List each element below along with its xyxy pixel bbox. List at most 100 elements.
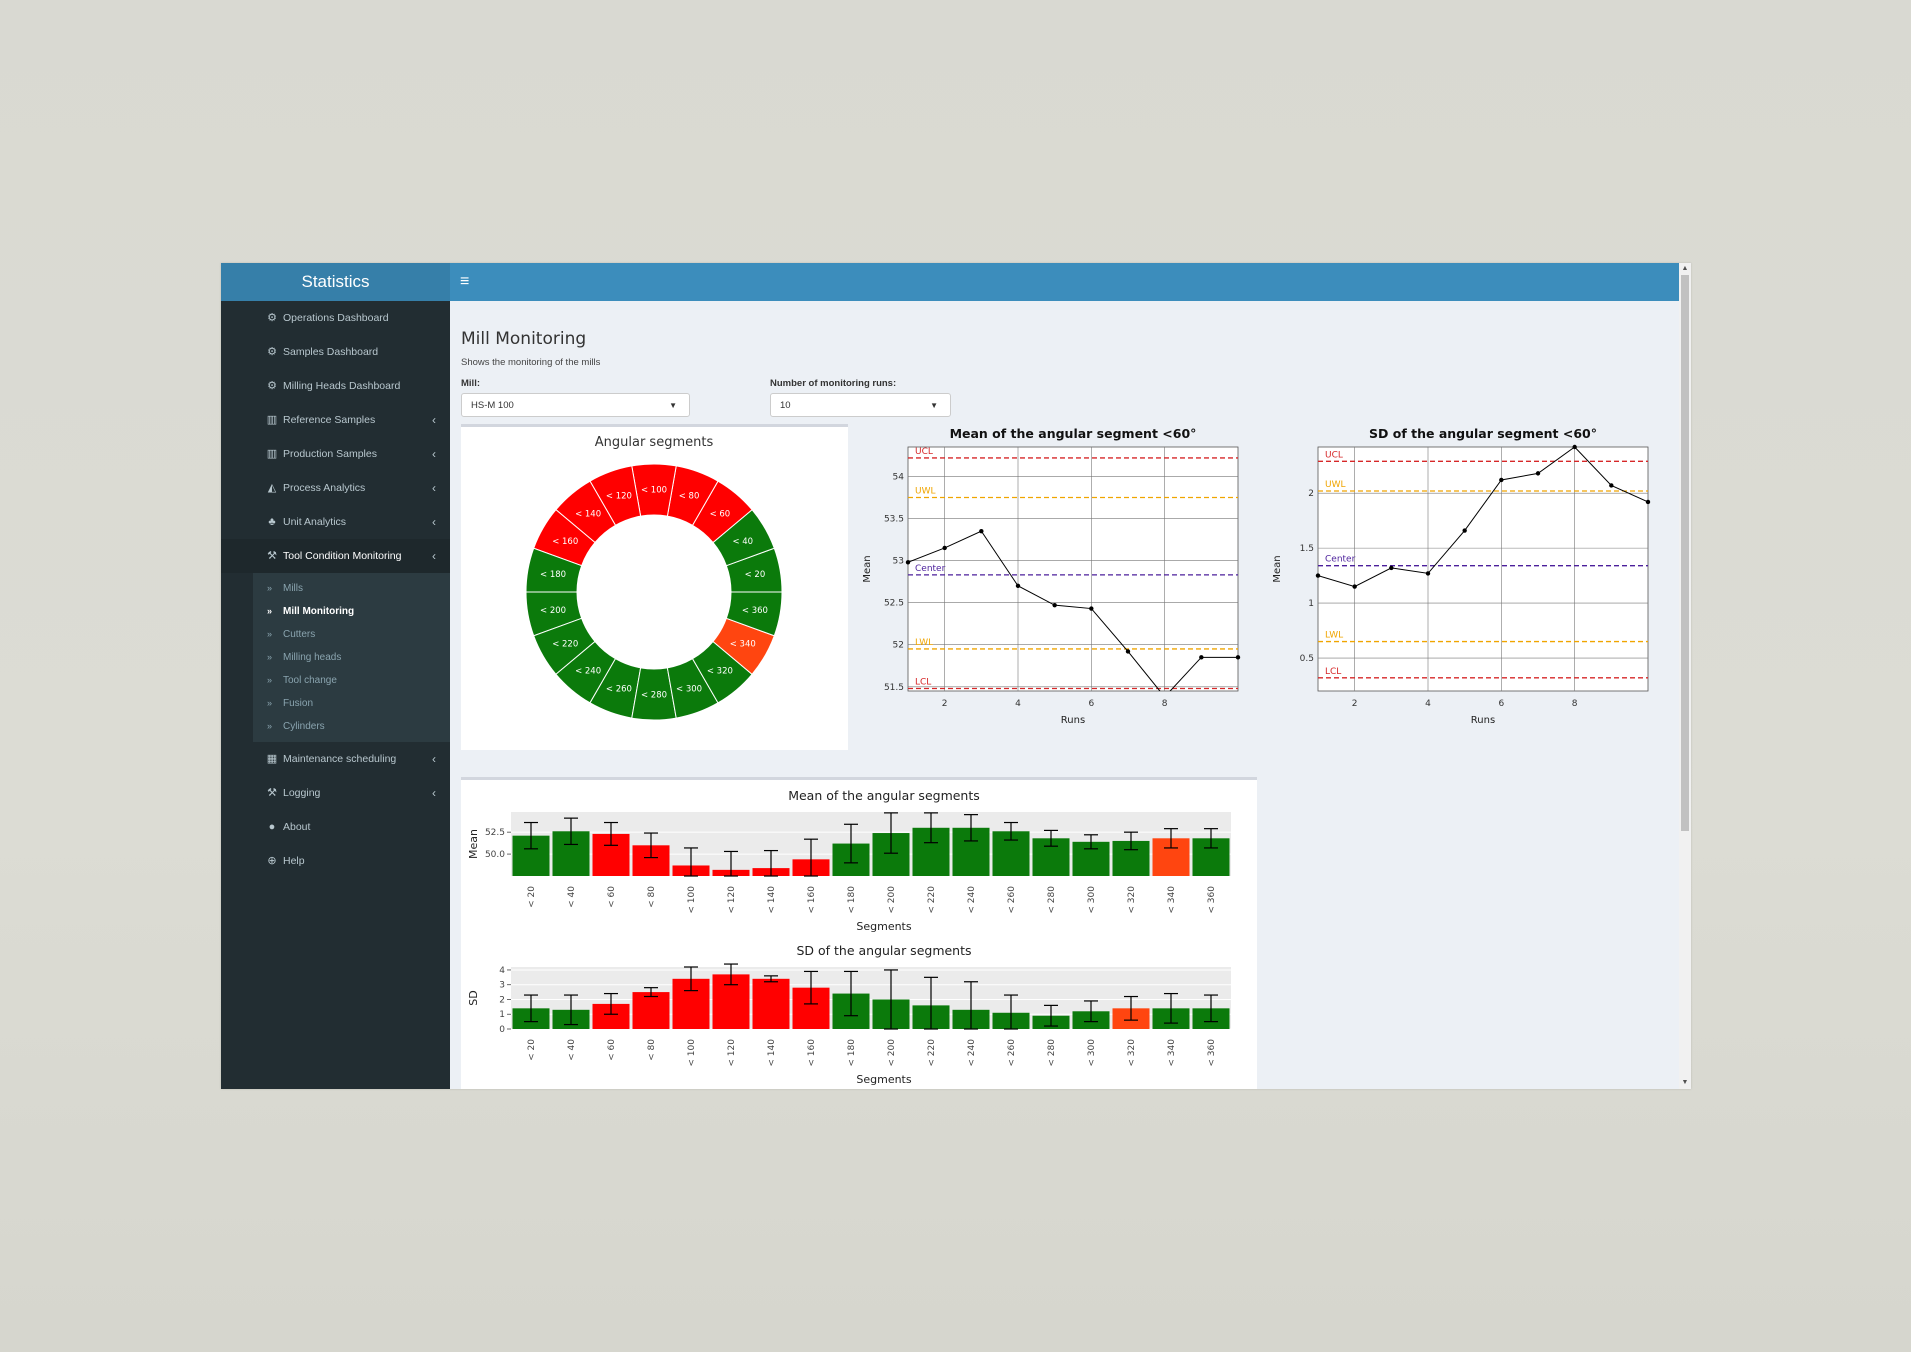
y-tick-label: 52.5 [884, 599, 904, 609]
data-point [942, 545, 947, 551]
caret-down-icon: ▼ [930, 401, 938, 410]
x-tick-label: 4 [1425, 699, 1431, 709]
submenu-item-label: Mills [283, 583, 303, 594]
sidebar-item-operations-dashboard[interactable]: ⚙ Operations Dashboard [221, 301, 450, 335]
sidebar-item-milling-heads-dashboard[interactable]: ⚙ Milling Heads Dashboard [221, 369, 450, 403]
main-content: Mill Monitoring Shows the monitoring of … [450, 301, 1679, 1089]
submenu-item-cutters[interactable]: » Cutters [253, 623, 450, 646]
mill-select-value: HS-M 100 [471, 400, 514, 411]
control-limit-label: UCL [915, 447, 933, 457]
y-axis-label: Mean [862, 555, 873, 582]
x-tick-label: < 340 [1167, 886, 1177, 914]
chevron-left-icon: ‹ [432, 413, 436, 427]
mill-label: Mill: [461, 378, 480, 389]
y-tick-label: 2 [1308, 489, 1314, 499]
sidebar-item-maintenance-scheduling[interactable]: ▦ Maintenance scheduling ‹ [221, 742, 450, 776]
x-tick-label: < 300 [1087, 886, 1097, 914]
donut-slice [666, 658, 719, 719]
slice-label: < 20 [745, 570, 766, 580]
sidebar-item-tool-condition-monitoring[interactable]: ⚒ Tool Condition Monitoring ‹ [221, 539, 450, 573]
y-tick-label: 53 [893, 557, 904, 567]
runs-label: Number of monitoring runs: [770, 378, 897, 389]
x-tick-label: 6 [1088, 699, 1094, 709]
y-tick-label: 3 [499, 981, 505, 991]
data-point [1535, 471, 1541, 476]
data-point [1235, 655, 1241, 660]
x-tick-label: < 80 [647, 886, 657, 908]
slice-label: < 180 [540, 570, 566, 580]
sidebar-item-help[interactable]: ⊕ Help [221, 844, 450, 878]
submenu-item-milling-heads[interactable]: » Milling heads [253, 646, 450, 669]
submenu-item-cylinders[interactable]: » Cylinders [253, 715, 450, 738]
sidebar-item-unit-analytics[interactable]: ♣ Unit Analytics ‹ [221, 505, 450, 539]
y-axis-label: SD [467, 990, 480, 1005]
submenu-item-fusion[interactable]: » Fusion [253, 692, 450, 715]
sidebar-item-samples-dashboard[interactable]: ⚙ Samples Dashboard [221, 335, 450, 369]
mill-select[interactable]: HS-M 100 ▼ [461, 393, 690, 417]
donut-slice [691, 480, 753, 544]
runs-select[interactable]: 10 ▼ [770, 393, 951, 417]
double-chevron-right-icon: » [267, 698, 273, 708]
x-tick-label: < 220 [927, 886, 937, 914]
chart-title: SD of the angular segment <60° [1369, 426, 1597, 441]
slice-label: < 200 [540, 606, 566, 616]
data-point [1572, 444, 1577, 450]
top-navbar: Statistics ≡ [221, 263, 1679, 301]
sidebar-toggle-icon[interactable]: ≡ [460, 273, 470, 290]
submenu-item-mills[interactable]: » Mills [253, 577, 450, 600]
y-tick-label: 0 [499, 1025, 505, 1035]
scroll-up-icon[interactable]: ▲ [1681, 265, 1689, 272]
x-tick-label: < 60 [607, 886, 617, 908]
sidebar-item-production-samples[interactable]: ▥ Production Samples ‹ [221, 437, 450, 471]
x-tick-label: < 200 [887, 1039, 897, 1067]
angular-segments-box: Angular segments < 20 < 40 < 60 < 80 < 100 < 1… [461, 424, 848, 750]
x-tick-label: < 60 [607, 1039, 617, 1061]
submenu-item-label: Cylinders [283, 721, 325, 732]
submenu-item-mill-monitoring[interactable]: » Mill Monitoring [253, 600, 450, 623]
slice-label: < 80 [679, 492, 700, 502]
chevron-left-icon: ‹ [432, 549, 436, 563]
scroll-down-icon[interactable]: ▼ [1681, 1079, 1689, 1086]
slice-label: < 300 [676, 684, 702, 694]
submenu-item-tool-change[interactable]: » Tool change [253, 669, 450, 692]
sidebar-menu: ⚙ Operations Dashboard ⚙ Samples Dashboard ⚙… [221, 301, 450, 878]
x-tick-label: 8 [1162, 699, 1168, 709]
x-tick-label: 4 [1015, 699, 1021, 709]
x-tick-label: < 160 [807, 886, 817, 914]
submenu-item-label: Mill Monitoring [283, 606, 355, 617]
sitemap-icon: ♣ [268, 516, 276, 528]
data-point [1462, 528, 1467, 533]
plot-area [1317, 446, 1649, 692]
brand-logo[interactable]: Statistics [221, 263, 450, 301]
slice-label: < 280 [641, 691, 667, 701]
slice-label: < 40 [732, 537, 753, 547]
x-tick-label: < 40 [567, 1039, 577, 1061]
y-tick-label: 1 [1308, 599, 1314, 609]
dashboard-icon: ⚙ [267, 312, 277, 324]
sidebar-item-about[interactable]: ● About [221, 810, 450, 844]
sidebar-item-label: Tool Condition Monitoring [283, 550, 402, 562]
globe-icon: ⊕ [267, 855, 277, 867]
x-tick-label: < 100 [687, 886, 697, 914]
y-tick-label: 53.5 [884, 515, 904, 525]
slice-label: < 120 [606, 492, 632, 502]
x-axis-label: Runs [1471, 715, 1495, 726]
x-tick-label: < 340 [1167, 1039, 1177, 1067]
x-tick-label: < 200 [887, 886, 897, 914]
bar-chart-icon: ▥ [266, 414, 278, 426]
double-chevron-right-icon: » [267, 721, 273, 731]
sidebar-item-process-analytics[interactable]: ◭ Process Analytics ‹ [221, 471, 450, 505]
y-tick-label: 1 [499, 1010, 505, 1020]
page-scrollbar[interactable]: ▲ ▼ [1679, 263, 1691, 1089]
sidebar-item-label: Help [283, 855, 305, 867]
sidebar-item-logging[interactable]: ⚒ Logging ‹ [221, 776, 450, 810]
scroll-thumb[interactable] [1681, 275, 1689, 831]
sidebar-item-reference-samples[interactable]: ▥ Reference Samples ‹ [221, 403, 450, 437]
x-axis-label: Segments [856, 920, 912, 933]
chart-title: Mean of the angular segment <60° [950, 426, 1197, 441]
x-tick-label: < 260 [1007, 886, 1017, 914]
double-chevron-right-icon: » [267, 583, 273, 593]
control-limit-label: Center [915, 564, 946, 574]
control-limit-label: UWL [1325, 480, 1346, 490]
control-limit-label: LCL [1325, 667, 1341, 677]
